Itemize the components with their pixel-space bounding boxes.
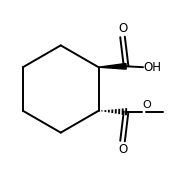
Text: O: O [118,22,127,35]
Text: O: O [118,143,127,156]
Polygon shape [98,64,126,69]
Text: O: O [143,100,151,110]
Text: OH: OH [144,61,162,74]
